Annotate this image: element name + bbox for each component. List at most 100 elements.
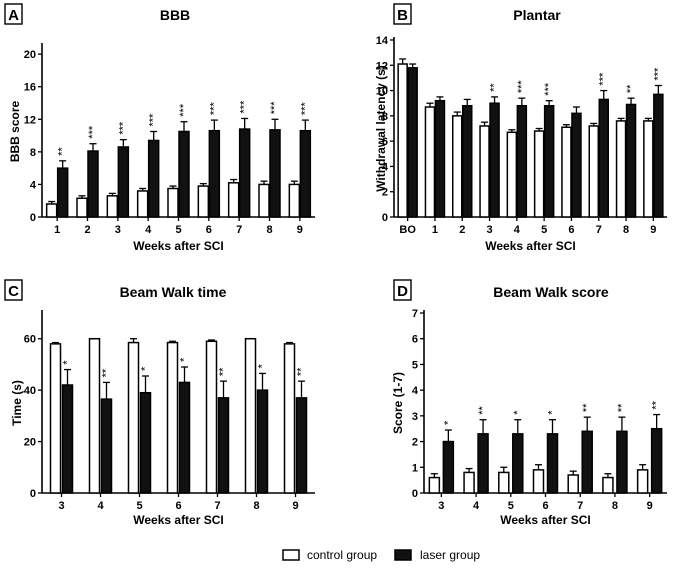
- x-tick-label: 5: [541, 224, 547, 236]
- bar-control-3: [106, 195, 119, 218]
- bar-control-3: [428, 476, 441, 494]
- y-tick-label: 0: [382, 212, 388, 224]
- x-tick-label: 4: [473, 500, 480, 512]
- significance-marker: ***: [87, 125, 99, 139]
- category-group-5: *5: [498, 410, 524, 512]
- x-tick-label: 8: [266, 224, 272, 236]
- y-tick-label: 6: [412, 334, 418, 346]
- category-group-8: ** 8: [602, 403, 628, 512]
- y-tick-label: 4: [30, 179, 37, 191]
- bar-laser-2: [87, 150, 99, 218]
- category-group-6: *6: [532, 410, 559, 512]
- x-tick-label: 9: [297, 224, 303, 236]
- x-tick-label: BO: [399, 224, 416, 236]
- x-tick-label: 1: [432, 224, 438, 236]
- significance-marker: ***: [269, 101, 281, 115]
- x-tick-label: 6: [568, 224, 574, 236]
- bar-control-1: [45, 203, 58, 218]
- bar-control-7: [588, 125, 599, 218]
- panel-letter-box: [393, 3, 412, 25]
- significance-marker: *: [140, 366, 152, 371]
- x-tick-label: 7: [577, 500, 583, 512]
- significance-marker: ***: [652, 67, 664, 81]
- significance-marker: **: [477, 405, 489, 414]
- category-group-1: 1: [424, 96, 446, 236]
- bar-control-5: [127, 341, 140, 494]
- y-tick-label: 4: [382, 161, 389, 173]
- category-group-9: ** 9: [636, 400, 663, 512]
- legend-label-laser: laser group: [420, 548, 480, 562]
- x-tick-label: 2: [459, 224, 465, 236]
- category-group-7: ** 7: [205, 339, 230, 512]
- significance-marker: ***: [117, 121, 129, 135]
- bar-control-9: [283, 343, 296, 494]
- bar-laser-7: [581, 430, 593, 494]
- significance-marker: ***: [516, 80, 528, 94]
- category-group-4: *** 4: [136, 113, 160, 236]
- significance-marker: **: [101, 368, 113, 377]
- category-group-3: *3: [49, 341, 74, 512]
- x-tick-label: 5: [508, 500, 514, 512]
- significance-marker: *: [547, 410, 559, 415]
- y-tick-label: 12: [24, 114, 36, 126]
- category-group-BO: BO: [397, 58, 418, 236]
- category-group-3: *** 3: [106, 121, 130, 236]
- x-tick-label: 7: [236, 224, 242, 236]
- significance-marker: **: [296, 367, 308, 376]
- bar-laser-1: [56, 167, 69, 218]
- significance-marker: **: [218, 367, 230, 376]
- x-tick-label: 7: [214, 500, 220, 512]
- category-group-3: ** 3: [479, 83, 501, 236]
- x-tick-label: 8: [612, 500, 618, 512]
- y-axis-label: BBB score: [8, 101, 22, 163]
- bar-laser-6: [178, 381, 191, 494]
- bar-control-2: [76, 197, 88, 218]
- x-tick-label: 4: [97, 500, 104, 512]
- x-tick-label: 9: [647, 500, 653, 512]
- significance-marker: **: [616, 403, 628, 412]
- x-tick-label: 4: [514, 224, 521, 236]
- bar-laser-9: [299, 129, 312, 218]
- bar-laser-6: [546, 433, 559, 494]
- bar-laser-5: [178, 130, 190, 218]
- y-tick-label: 40: [24, 385, 36, 397]
- x-axis-label: Weeks after SCI: [133, 513, 224, 527]
- y-tick-label: 3: [412, 411, 418, 423]
- x-tick-label: 8: [253, 500, 259, 512]
- y-tick-label: 1: [412, 462, 418, 474]
- y-tick-label: 0: [412, 488, 418, 500]
- bar-control-2: [452, 115, 463, 218]
- bar-control-5: [498, 471, 510, 494]
- y-axis-label: Time (s): [10, 380, 24, 426]
- y-tick-label: 20: [24, 437, 36, 449]
- significance-marker: ***: [239, 100, 251, 114]
- bar-laser-3: [489, 102, 500, 218]
- x-tick-label: 3: [58, 500, 64, 512]
- bar-control-9: [643, 120, 654, 218]
- category-group-5: *5: [127, 338, 152, 512]
- panel-letter-D: D: [393, 279, 412, 301]
- bar-laser-4: [516, 104, 528, 218]
- significance-marker: **: [489, 83, 501, 92]
- significance-marker: **: [57, 147, 69, 156]
- significance-marker: *: [512, 410, 524, 415]
- significance-marker: ***: [148, 113, 160, 127]
- panel-letter-text: A: [8, 7, 19, 24]
- chart-title: Beam Walk time: [120, 284, 227, 300]
- bar-control-8: [615, 120, 627, 218]
- bar-control-8: [602, 476, 614, 494]
- bar-control-7: [205, 340, 218, 494]
- bar-control-6: [532, 469, 545, 494]
- y-tick-label: 6: [382, 136, 388, 148]
- bar-laser-3: [117, 146, 130, 218]
- category-group-2: 2: [452, 98, 473, 236]
- bar-laser-2: [462, 104, 473, 218]
- significance-marker: *: [257, 363, 269, 368]
- x-tick-label: 2: [84, 224, 90, 236]
- bar-laser-7: [238, 128, 251, 218]
- y-axis-label: Score (1-7): [391, 372, 405, 434]
- x-tick-label: 4: [145, 224, 152, 236]
